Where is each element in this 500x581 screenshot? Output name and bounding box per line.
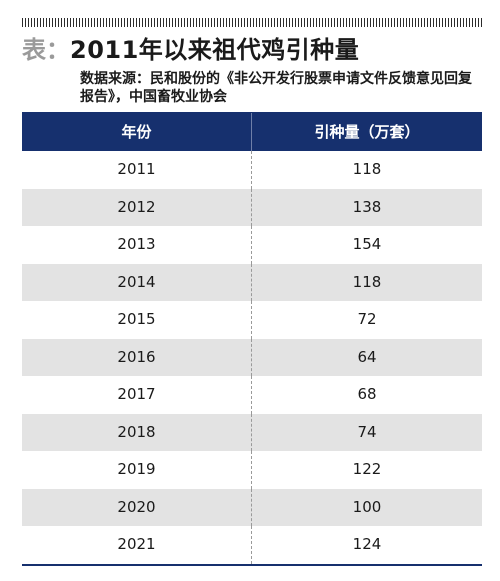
value-cell: 124	[352, 535, 382, 553]
year-cell: 2017	[22, 376, 252, 414]
value-cell: 74	[357, 422, 377, 441]
value-cell: 64	[357, 347, 377, 366]
year-cell: 2013	[22, 226, 252, 264]
year-cell: 2021	[22, 526, 252, 564]
year-cell: 2015	[22, 301, 252, 339]
table-row: 2015 72	[22, 301, 482, 339]
value-cell: 122	[352, 460, 382, 478]
value-cell: 72	[357, 310, 377, 328]
year-cell: 2020	[22, 488, 252, 526]
title-prefix: 表：	[22, 36, 70, 64]
table-row: 2020 100	[22, 488, 482, 526]
year-cell: 2012	[22, 188, 252, 226]
value-cell: 68	[357, 385, 377, 403]
value-cell: 118	[352, 272, 382, 291]
year-cell: 2011	[22, 151, 252, 189]
table-row: 2016 64	[22, 338, 482, 376]
table-row: 2018 74	[22, 413, 482, 451]
value-cell: 154	[352, 235, 382, 253]
value-cell: 138	[352, 197, 382, 216]
table-row: 2014 118	[22, 263, 482, 301]
year-cell: 2018	[22, 413, 252, 451]
value-cell: 118	[352, 160, 382, 178]
data-table: 年份 引种量（万套） 2011 118 2012 138 2013 154 20…	[22, 112, 482, 566]
title-text: 2011年以来祖代鸡引种量	[70, 36, 360, 64]
page-title: 表：2011年以来祖代鸡引种量	[22, 30, 360, 64]
header-year: 年份	[22, 113, 252, 151]
table-header: 年份 引种量（万套）	[22, 112, 482, 151]
table-row: 2017 68	[22, 376, 482, 414]
table-bottom-rule	[22, 563, 482, 566]
source-note: 数据来源：民和股份的《非公开发行股票申请文件反馈意见回复报告》，中国畜牧业协会	[80, 71, 472, 105]
top-hatched-rule	[22, 18, 482, 27]
header-value: 引种量（万套）	[314, 123, 420, 141]
table-row: 2013 154	[22, 226, 482, 264]
year-cell: 2014	[22, 263, 252, 301]
year-cell: 2016	[22, 338, 252, 376]
table-row: 2019 122	[22, 451, 482, 489]
table-row: 2012 138	[22, 188, 482, 226]
table-row: 2021 124	[22, 526, 482, 564]
year-cell: 2019	[22, 451, 252, 489]
value-cell: 100	[352, 497, 382, 516]
table-row: 2011 118	[22, 151, 482, 189]
